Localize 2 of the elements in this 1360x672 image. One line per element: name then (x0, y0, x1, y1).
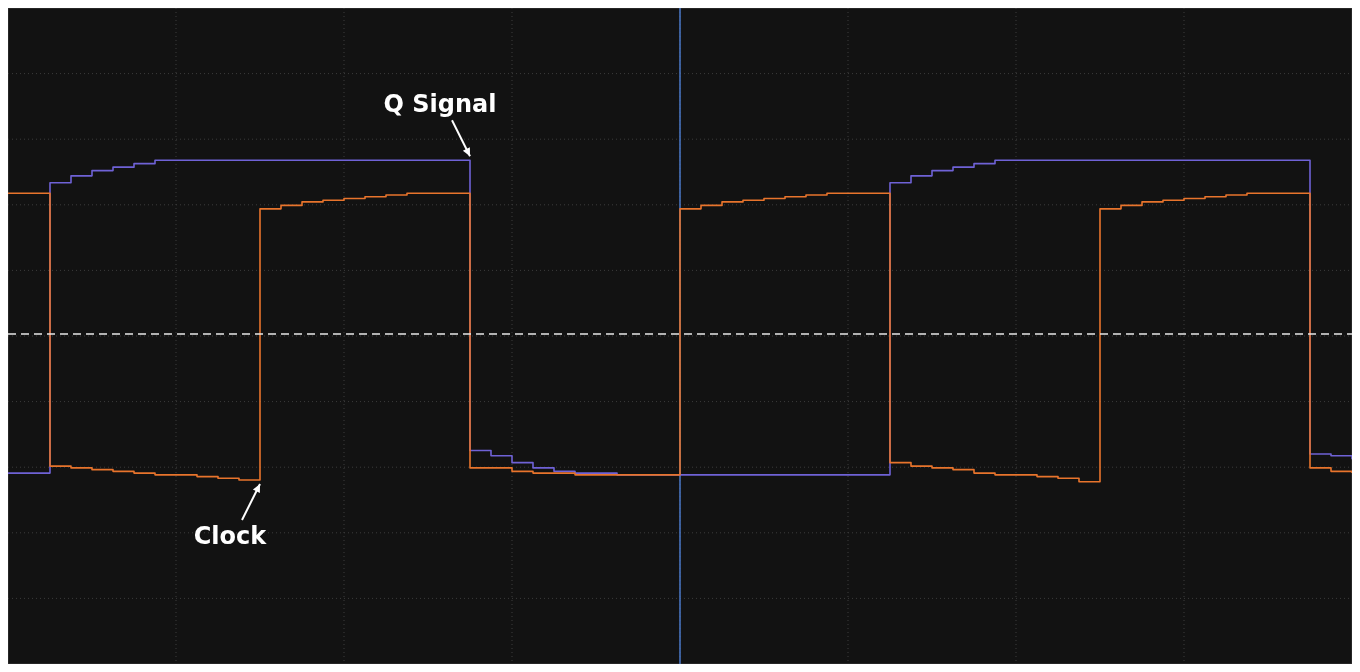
series-label: Clock (193, 522, 268, 551)
series-label: Q Signal (383, 90, 497, 119)
